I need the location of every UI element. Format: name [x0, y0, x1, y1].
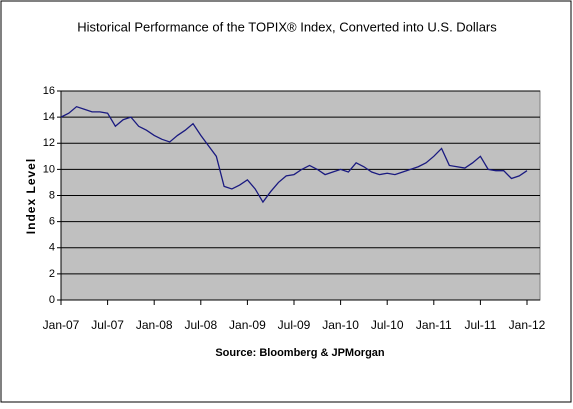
y-tick-label: 10 [43, 163, 55, 175]
x-tick-label: Jul-11 [465, 318, 497, 332]
y-tick-label: 12 [43, 137, 55, 149]
y-tick-label: 14 [43, 111, 55, 123]
x-tick-label: Jan-08 [136, 318, 173, 332]
x-tick-label: Jul-09 [278, 318, 311, 332]
y-tick-label: 6 [49, 216, 55, 228]
x-tick-label: Jan-10 [322, 318, 359, 332]
y-tick-label: 4 [49, 242, 55, 254]
x-tick-label: Jan-12 [509, 318, 546, 332]
source-note: Source: Bloomberg & JPMorgan [215, 347, 385, 359]
x-tick-label: Jan-11 [416, 318, 452, 332]
x-tick-label: Jul-10 [371, 318, 404, 332]
x-tick-label: Jan-07 [43, 318, 80, 332]
x-tick-label: Jul-07 [91, 318, 124, 332]
y-tick-label: 8 [49, 189, 55, 201]
y-axis-label: Index Level [24, 158, 38, 234]
chart-title: Historical Performance of the TOPIX® Ind… [77, 19, 497, 34]
y-tick-label: 2 [49, 268, 55, 280]
y-tick-label: 0 [49, 294, 55, 306]
y-tick-label: 16 [43, 85, 55, 97]
series-line [60, 105, 528, 204]
x-tick-label: Jan-09 [229, 318, 266, 332]
x-tick-label: Jul-08 [184, 318, 217, 332]
